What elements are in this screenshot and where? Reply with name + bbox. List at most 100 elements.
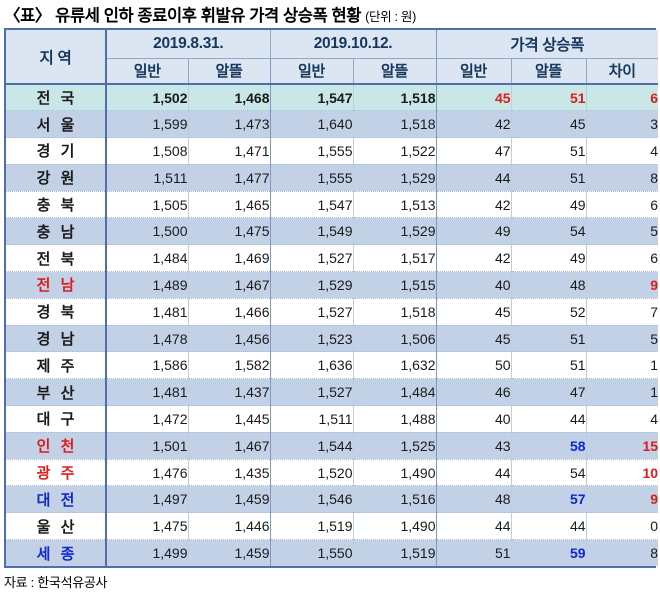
oct-normal-price-cell: 1,529 (270, 271, 354, 299)
oct-alddle-price-cell: 1,522 (353, 137, 437, 165)
rise-alddle-cell: 48 (511, 271, 587, 299)
region-name-cell: 서 울 (6, 110, 107, 139)
region-name-cell: 충 남 (6, 217, 107, 246)
table-body: 전 국 1,502 1,468 1,547 1,518 45 51 6 서 울 1,599 1,47… (6, 84, 659, 567)
rise-alddle-cell: 52 (511, 298, 587, 326)
aug-alddle-price-cell: 1,459 (188, 485, 271, 514)
rise-normal-cell: 46 (436, 378, 512, 407)
region-name-cell: 전 국 (6, 84, 107, 112)
table-head: 지 역 2019.8.31. 2019.10.12. 가격 상승폭 일반 알뜰 … (6, 30, 659, 85)
aug-normal-price-cell: 1,478 (106, 325, 189, 353)
column-header-rise-normal: 일반 (436, 58, 512, 85)
data-table-container: 지 역 2019.8.31. 2019.10.12. 가격 상승폭 일반 알뜰 … (4, 28, 659, 569)
oct-alddle-price-cell: 1,513 (353, 191, 437, 219)
table-row: 세 종 1,499 1,459 1,550 1,519 51 59 8 (6, 539, 659, 567)
column-header-rise-alddle: 알뜰 (511, 58, 587, 85)
oct-normal-price-cell: 1,636 (270, 351, 354, 380)
rise-alddle-cell: 54 (511, 459, 587, 487)
column-group-header-oct: 2019.10.12. (270, 30, 437, 59)
rise-alddle-cell: 58 (511, 432, 587, 460)
oct-normal-price-cell: 1,511 (270, 405, 354, 433)
aug-alddle-price-cell: 1,465 (188, 191, 271, 219)
aug-normal-price-cell: 1,499 (106, 539, 189, 567)
rise-diff-cell: 15 (586, 432, 659, 460)
rise-alddle-cell: 44 (511, 512, 587, 541)
table-row: 제 주 1,586 1,582 1,636 1,632 50 51 1 (6, 351, 659, 380)
rise-normal-cell: 45 (436, 84, 512, 112)
rise-diff-cell: 6 (586, 191, 659, 219)
region-name-cell: 대 구 (6, 405, 107, 433)
oct-normal-price-cell: 1,640 (270, 110, 354, 139)
region-name-cell: 경 북 (6, 298, 107, 326)
rise-diff-cell: 6 (586, 84, 659, 112)
aug-normal-price-cell: 1,502 (106, 84, 189, 112)
table-row: 부 산 1,481 1,437 1,527 1,484 46 47 1 (6, 378, 659, 407)
rise-diff-cell: 9 (586, 485, 659, 514)
rise-alddle-cell: 51 (511, 325, 587, 353)
table-row: 충 북 1,505 1,465 1,547 1,513 42 49 6 (6, 191, 659, 219)
aug-alddle-price-cell: 1,446 (188, 512, 271, 541)
rise-alddle-cell: 51 (511, 351, 587, 380)
region-name-cell: 울 산 (6, 512, 107, 541)
region-name-cell: 경 남 (6, 325, 107, 353)
oct-alddle-price-cell: 1,506 (353, 325, 437, 353)
rise-diff-cell: 5 (586, 325, 659, 353)
column-header-aug-normal: 일반 (106, 58, 189, 85)
title-text: 〈표〉 유류세 인하 종료이후 휘발유 가격 상승폭 현황 (4, 7, 362, 25)
table-row: 강 원 1,511 1,477 1,555 1,529 44 51 8 (6, 164, 659, 192)
rise-alddle-cell: 49 (511, 244, 587, 273)
aug-alddle-price-cell: 1,435 (188, 459, 271, 487)
rise-normal-cell: 44 (436, 459, 512, 487)
oct-alddle-price-cell: 1,490 (353, 512, 437, 541)
aug-alddle-price-cell: 1,467 (188, 271, 271, 299)
column-header-oct-normal: 일반 (270, 58, 354, 85)
aug-alddle-price-cell: 1,582 (188, 351, 271, 380)
rise-normal-cell: 44 (436, 512, 512, 541)
aug-alddle-price-cell: 1,456 (188, 325, 271, 353)
rise-diff-cell: 8 (586, 164, 659, 192)
column-group-header-rise: 가격 상승폭 (436, 30, 659, 59)
region-name-cell: 강 원 (6, 164, 107, 192)
table-row: 전 국 1,502 1,468 1,547 1,518 45 51 6 (6, 84, 659, 112)
table-row: 경 남 1,478 1,456 1,523 1,506 45 51 5 (6, 325, 659, 353)
aug-normal-price-cell: 1,599 (106, 110, 189, 139)
rise-normal-cell: 42 (436, 110, 512, 139)
rise-normal-cell: 45 (436, 325, 512, 353)
table-row: 경 북 1,481 1,466 1,527 1,518 45 52 7 (6, 298, 659, 326)
rise-normal-cell: 40 (436, 271, 512, 299)
oct-alddle-price-cell: 1,519 (353, 539, 437, 567)
rise-normal-cell: 50 (436, 351, 512, 380)
column-header-rise-diff: 차이 (586, 58, 659, 85)
rise-normal-cell: 51 (436, 539, 512, 567)
region-name-cell: 부 산 (6, 378, 107, 407)
oct-normal-price-cell: 1,546 (270, 485, 354, 514)
region-name-cell: 전 남 (6, 271, 107, 299)
aug-alddle-price-cell: 1,459 (188, 539, 271, 567)
rise-normal-cell: 40 (436, 405, 512, 433)
rise-normal-cell: 44 (436, 164, 512, 192)
aug-normal-price-cell: 1,481 (106, 378, 189, 407)
aug-normal-price-cell: 1,511 (106, 164, 189, 192)
rise-diff-cell: 9 (586, 271, 659, 299)
aug-alddle-price-cell: 1,466 (188, 298, 271, 326)
gasoline-price-table: 지 역 2019.8.31. 2019.10.12. 가격 상승폭 일반 알뜰 … (6, 30, 659, 567)
table-row: 경 기 1,508 1,471 1,555 1,522 47 51 4 (6, 137, 659, 165)
aug-normal-price-cell: 1,489 (106, 271, 189, 299)
rise-normal-cell: 42 (436, 191, 512, 219)
aug-alddle-price-cell: 1,467 (188, 432, 271, 460)
rise-alddle-cell: 54 (511, 217, 587, 246)
oct-normal-price-cell: 1,547 (270, 84, 354, 112)
region-name-cell: 대 전 (6, 485, 107, 514)
rise-diff-cell: 4 (586, 137, 659, 165)
table-row: 울 산 1,475 1,446 1,519 1,490 44 44 0 (6, 512, 659, 541)
oct-alddle-price-cell: 1,632 (353, 351, 437, 380)
table-row: 대 구 1,472 1,445 1,511 1,488 40 44 4 (6, 405, 659, 433)
rise-diff-cell: 5 (586, 217, 659, 246)
aug-alddle-price-cell: 1,437 (188, 378, 271, 407)
oct-normal-price-cell: 1,547 (270, 191, 354, 219)
oct-normal-price-cell: 1,527 (270, 298, 354, 326)
table-row: 서 울 1,599 1,473 1,640 1,518 42 45 3 (6, 110, 659, 139)
aug-normal-price-cell: 1,481 (106, 298, 189, 326)
rise-alddle-cell: 59 (511, 539, 587, 567)
